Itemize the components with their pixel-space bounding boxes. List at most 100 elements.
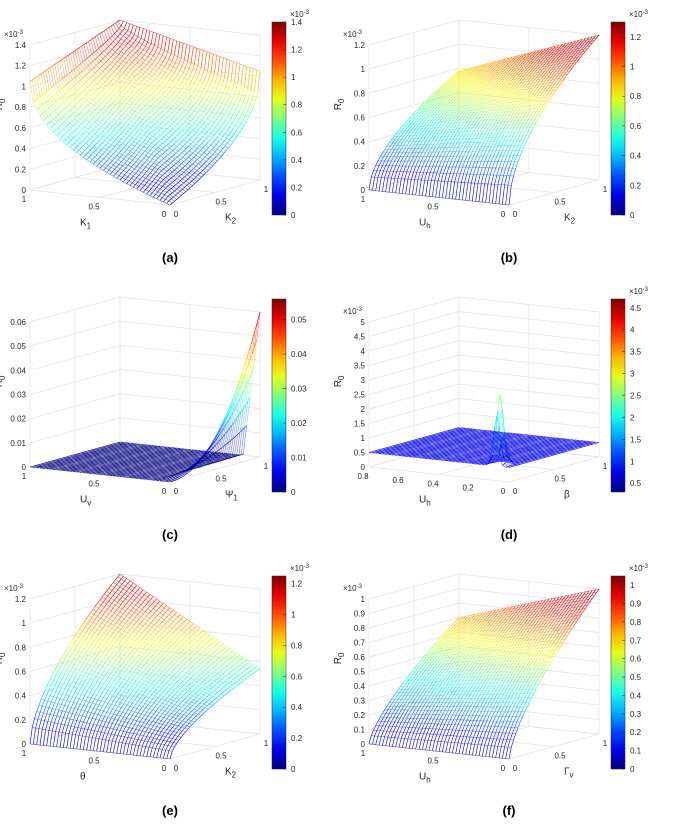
colorbar-tick-label: 0.7 <box>630 636 642 645</box>
colorbar: 00.010.020.030.040.05 <box>272 299 307 497</box>
z-axis-label: R0 <box>333 375 346 387</box>
colorbar-tick-label: 0.9 <box>630 600 642 609</box>
axis-tick-label: 1 <box>603 185 608 194</box>
axis-tick-label: 0.2 <box>462 483 474 492</box>
axis-tick-label: 1 <box>603 462 608 471</box>
z-tick-label: 0.1 <box>354 726 366 735</box>
colorbar: 00.10.20.30.40.50.60.70.80.91×10-3 <box>611 564 649 774</box>
colorbar-exponent-label: ×10-3 <box>629 564 649 573</box>
z-tick-label: 0.5 <box>354 449 366 458</box>
surface-mesh-a <box>30 20 260 205</box>
axis-label-right: Γv <box>564 767 574 780</box>
axis-tick-label: 0.5 <box>427 203 439 212</box>
axis-tick-label: 0.5 <box>215 198 227 207</box>
axis-tick-label: 1 <box>22 195 27 204</box>
z-tick-label: 0.6 <box>354 114 366 123</box>
panel-caption: (a) <box>162 250 178 265</box>
colorbar-tick-label: 0.8 <box>630 618 642 627</box>
axis-tick-label: 0 <box>513 487 518 496</box>
axis-label-right: K2 <box>225 213 237 226</box>
axis-label-left: K1 <box>80 218 92 231</box>
z-tick-label: 0.2 <box>15 716 27 725</box>
colorbar-tick-label: 1.2 <box>291 580 303 589</box>
axis-tick-label: 0 <box>162 764 167 773</box>
colorbar-tick-label: 0.8 <box>291 101 303 110</box>
axis-tick-label: 0 <box>501 764 506 773</box>
axis-tick-label: 1 <box>22 472 27 481</box>
z-tick-label: 0 <box>361 186 366 195</box>
colorbar-exponent-label: ×10-3 <box>290 10 310 19</box>
colorbar-exponent-label: ×10-3 <box>290 564 310 573</box>
z-axis-label: R0 <box>333 98 346 110</box>
z-exponent-label: ×10-3 <box>343 30 363 39</box>
z-exponent-label: ×10-3 <box>343 584 363 593</box>
z-tick-label: 0.04 <box>10 366 26 375</box>
axis-tick-label: 0.5 <box>554 475 566 484</box>
z-tick-label: 0 <box>361 740 366 749</box>
colorbar-tick-label: 0.5 <box>630 673 642 682</box>
colorbar-tick-label: 0 <box>291 488 296 497</box>
axis-tick-label: 1 <box>264 462 269 471</box>
colorbar-tick-label: 1.2 <box>291 46 303 55</box>
axis-tick-label: 1 <box>264 739 269 748</box>
z-tick-label: 4.5 <box>354 333 366 342</box>
z-tick-label: 0 <box>22 740 27 749</box>
colorbar-tick-label: 0.01 <box>291 454 307 463</box>
z-tick-label: 0.3 <box>354 697 366 706</box>
colorbar-tick-label: 0.2 <box>291 734 303 743</box>
colorbar-tick-label: 0 <box>291 765 296 774</box>
panel-a: 00.20.40.60.811.21.4R0×10-300.5100.51K1K… <box>0 10 310 265</box>
axis-tick-label: 0.5 <box>215 475 227 484</box>
z-tick-label: 0.8 <box>15 103 27 112</box>
z-axis: 00.010.020.030.040.050.06R0 <box>0 318 27 472</box>
axis-tick-label: 1 <box>603 739 608 748</box>
axis-label-left: θ <box>80 772 86 783</box>
axis-tick-label: 0 <box>501 487 506 496</box>
z-tick-label: 0.2 <box>15 165 27 174</box>
z-tick-label: 0.6 <box>354 653 366 662</box>
axis-tick-label: 1 <box>264 185 269 194</box>
axis-label-right: Ψ1 <box>225 490 238 503</box>
panel-e: 00.20.40.60.811.2R0×10-300.5100.51θK200.… <box>0 564 310 818</box>
colorbar-tick-label: 0 <box>630 211 635 220</box>
colorbar-exponent-label: ×10-3 <box>629 287 649 296</box>
z-axis: 00.20.40.60.811.2R0×10-3 <box>333 30 366 195</box>
colorbar-tick-label: 1.4 <box>291 18 303 27</box>
z-tick-label: 0.8 <box>15 643 27 652</box>
axis-tick-label: 0 <box>162 210 167 219</box>
colorbar-tick-label: 0.2 <box>630 181 642 190</box>
colorbar-tick-label: 1.2 <box>630 33 642 42</box>
z-tick-label: 2.5 <box>354 391 366 400</box>
z-tick-label: 0.2 <box>354 162 366 171</box>
colorbar-tick-label: 0.2 <box>630 728 642 737</box>
panel-caption: (d) <box>501 527 518 542</box>
z-tick-label: 0 <box>361 463 366 472</box>
z-tick-label: 0.6 <box>15 668 27 677</box>
axis-tick-label: 1 <box>22 749 27 758</box>
panel-d: 00.511.522.533.544.55R0×10-300.20.40.60.… <box>333 287 649 542</box>
z-tick-label: 1 <box>361 595 366 604</box>
colorbar-tick-label: 0.4 <box>291 703 303 712</box>
axis-tick-label: 1 <box>361 195 366 204</box>
z-tick-label: 0.06 <box>10 318 26 327</box>
panel-caption: (e) <box>162 803 178 818</box>
colorbar-tick-label: 0.03 <box>291 385 307 394</box>
z-tick-label: 1.2 <box>15 595 27 604</box>
colorbar-tick-label: 1.5 <box>630 435 642 444</box>
z-exponent-label: ×10-3 <box>4 30 24 39</box>
z-tick-label: 0.02 <box>10 415 26 424</box>
z-tick-label: 0.9 <box>354 610 366 619</box>
z-tick-label: 0.6 <box>15 124 27 133</box>
colorbar-tick-label: 0.02 <box>291 419 307 428</box>
z-tick-label: 0.4 <box>354 682 366 691</box>
axis-label-left: Uh <box>419 772 431 785</box>
z-tick-label: 1.4 <box>15 41 27 50</box>
colorbar-tick-label: 2.5 <box>630 392 642 401</box>
surface-mesh-c <box>30 312 260 482</box>
z-axis-label: R0 <box>0 98 7 110</box>
